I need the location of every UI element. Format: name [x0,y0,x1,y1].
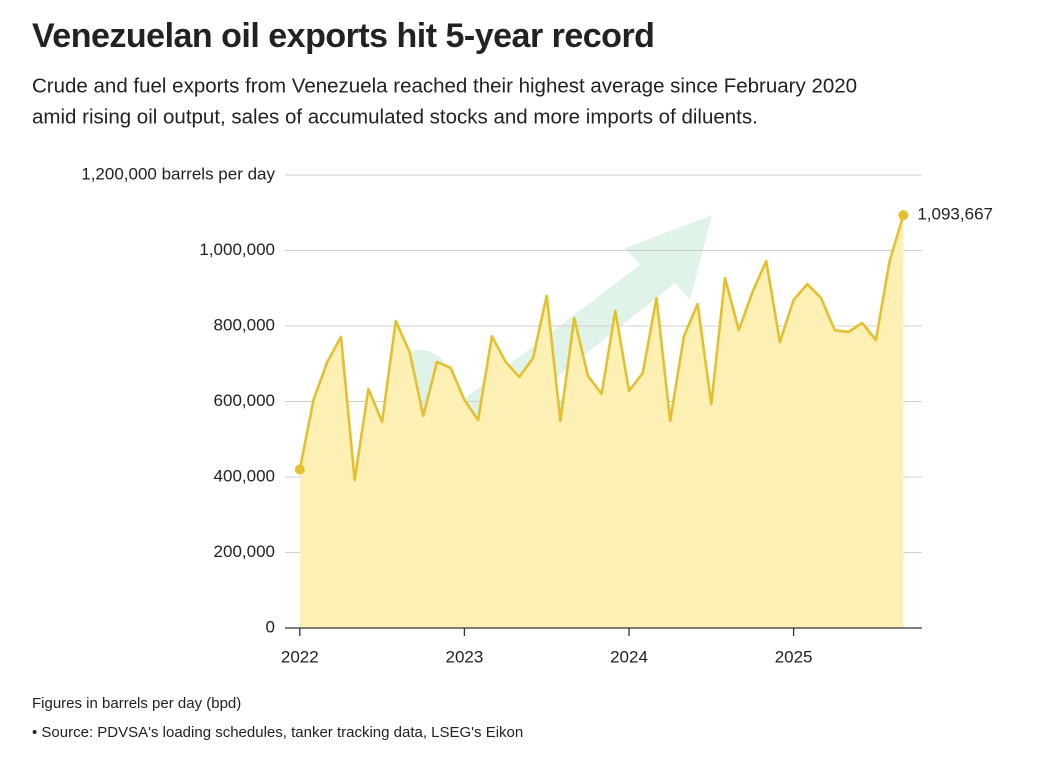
x-tick-label: 2024 [610,647,648,666]
y-tick-label: 800,000 [214,315,275,334]
point [898,210,909,221]
subtitle: amid rising oil output, sales of accumul… [32,105,758,128]
subtitle: Crude and fuel exports from Venezuela re… [32,74,857,97]
y-tick-label: 200,000 [214,542,275,561]
data-label: 1,093,667 [917,205,993,224]
y-tick-label: 1,000,000 [199,240,275,259]
y-tick-label: 1,200,000 barrels per day [81,164,275,183]
y-tick-label: 600,000 [214,391,275,410]
plot: VN COMMODITIES0200,000400,000600,000800,… [81,164,993,666]
y-tick-label: 0 [266,617,275,636]
note: Figures in barrels per day (bpd) [32,695,241,712]
point [294,464,305,475]
line [298,214,905,482]
x-tick-label: 2025 [775,647,813,666]
y-tick-label: 400,000 [214,466,275,485]
area [299,215,904,628]
source: • Source: PDVSA's loading schedules, tan… [32,724,523,741]
chart-title: Venezuelan oil exports hit 5-year record [32,17,654,55]
x-tick-label: 2023 [445,647,483,666]
x-tick-label: 2022 [281,647,319,666]
